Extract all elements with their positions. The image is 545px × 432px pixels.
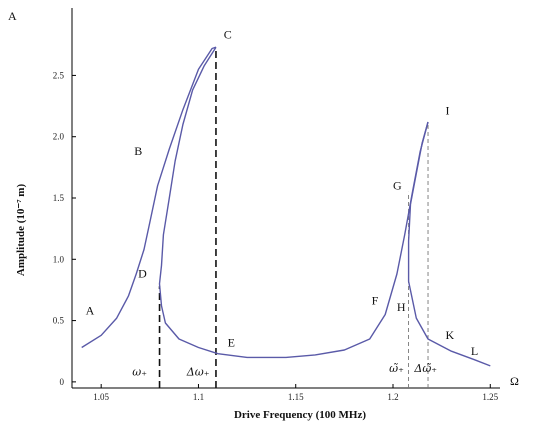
y-axis-title: Amplitude (10⁻⁷ m) bbox=[15, 184, 27, 277]
point-label: H bbox=[397, 300, 406, 314]
y-tick-label: 1.0 bbox=[53, 254, 65, 264]
series-line bbox=[407, 121, 491, 367]
point-label: K bbox=[446, 328, 455, 342]
marker-lines bbox=[158, 47, 429, 388]
y-tick-label: 2.0 bbox=[53, 132, 65, 142]
y-axis-name: A bbox=[8, 9, 17, 23]
series-line bbox=[158, 46, 429, 359]
x-tick-label: 1.15 bbox=[288, 392, 304, 402]
y-tick-label: 0 bbox=[60, 377, 65, 387]
x-axis-title: Drive Frequency (100 MHz) bbox=[234, 409, 366, 421]
y-tick-label: 0.5 bbox=[53, 316, 65, 326]
point-label: B bbox=[134, 144, 142, 158]
point-label: E bbox=[228, 335, 235, 349]
point-label: L bbox=[471, 344, 478, 358]
x-tick-label: 1.1 bbox=[193, 392, 204, 402]
point-label: A bbox=[86, 303, 95, 317]
point-labels: A B C D E F G H I K L bbox=[86, 28, 479, 358]
annotations: ω₊ Δω₊ ω̃₊ Δω̃₊ bbox=[132, 362, 437, 379]
point-label: G bbox=[393, 178, 402, 192]
x-tick-label: 1.05 bbox=[93, 392, 109, 402]
frequency-annotation: ω₊ bbox=[132, 366, 147, 379]
series-group bbox=[81, 46, 491, 367]
point-label: D bbox=[138, 267, 147, 281]
x-tick-label: 1.2 bbox=[387, 392, 398, 402]
x-axis-name: Ω bbox=[510, 374, 519, 388]
series-line bbox=[81, 46, 217, 349]
y-tick-label: 1.5 bbox=[53, 193, 65, 203]
point-label: F bbox=[372, 294, 379, 308]
frequency-annotation: Δω₊ bbox=[186, 366, 210, 379]
point-label: I bbox=[446, 104, 450, 118]
y-tick-label: 2.5 bbox=[53, 70, 65, 80]
frequency-annotation: ω̃₊ bbox=[389, 362, 404, 375]
point-label: C bbox=[224, 28, 232, 42]
x-tick-label: 1.25 bbox=[482, 392, 498, 402]
axis-ticks: 1.05 1.1 1.15 1.2 1.25 0 0.5 1.0 1.5 2.0 2.5 bbox=[53, 70, 499, 402]
frequency-annotation: Δω̃₊ bbox=[413, 362, 437, 375]
